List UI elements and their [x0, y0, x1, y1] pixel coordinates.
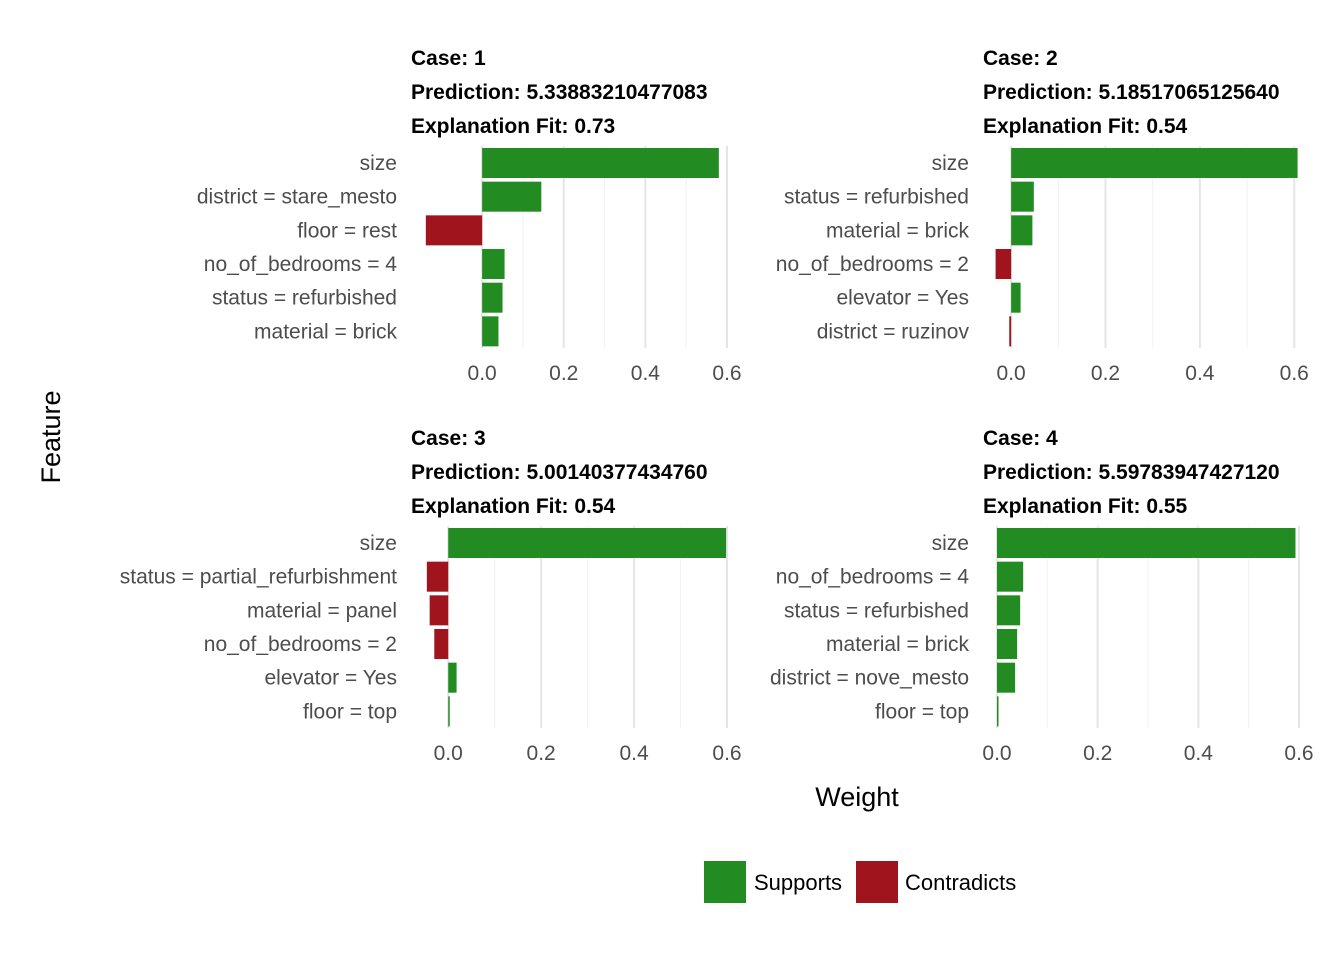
feature-label: material = panel — [247, 599, 397, 622]
feature-label: size — [360, 532, 397, 555]
x-tick-label: 0.2 — [1091, 362, 1120, 385]
strip-line: Explanation Fit: 0.55 — [983, 495, 1188, 518]
strip-line: Prediction: 5.33883210477083 — [411, 81, 708, 104]
bar — [426, 561, 449, 592]
feature-label: status = partial_refurbishment — [120, 566, 397, 589]
legend-swatch-contradicts — [856, 861, 898, 903]
bar — [997, 561, 1024, 592]
feature-label: material = brick — [254, 320, 397, 343]
facet-panel-case-1: Case: 1 Prediction: 5.33883210477083 Expla… — [197, 47, 742, 385]
feature-label: district = nove_mesto — [770, 667, 969, 690]
feature-label: status = refurbished — [784, 186, 969, 209]
facet-panel-case-3: Case: 3 Prediction: 5.00140377434760 Expla… — [120, 427, 742, 765]
x-tick-label: 0.4 — [619, 742, 649, 765]
bar — [997, 595, 1021, 626]
strip-line: Case: 4 — [983, 427, 1058, 450]
feature-label: size — [932, 152, 969, 175]
feature-label: material = brick — [826, 219, 969, 242]
facet-strip: Case: 3 Prediction: 5.00140377434760 Expla… — [411, 427, 708, 518]
x-tick-label: 0.4 — [1184, 742, 1214, 765]
facet-panels: Case: 1 Prediction: 5.33883210477083 Expla… — [120, 47, 1314, 765]
gridlines — [481, 146, 728, 348]
x-tick-label: 0.6 — [1280, 362, 1309, 385]
gridlines — [1010, 146, 1296, 348]
legend-label-contradicts: Contradicts — [905, 870, 1016, 895]
bar — [448, 528, 727, 558]
x-tick-label: 0.4 — [631, 362, 661, 385]
feature-label: elevator = Yes — [836, 287, 969, 310]
bar — [425, 215, 483, 246]
feature-label: size — [932, 532, 969, 555]
bar — [429, 595, 449, 626]
bar — [1009, 316, 1012, 347]
x-tick-label: 0.4 — [1185, 362, 1215, 385]
x-tick-label: 0.6 — [712, 362, 741, 385]
strip-line: Prediction: 5.59783947427120 — [983, 461, 1280, 484]
feature-label: size — [360, 152, 397, 175]
bar — [997, 662, 1016, 693]
legend: Supports Contradicts — [704, 861, 1016, 903]
strip-line: Explanation Fit: 0.54 — [983, 115, 1188, 138]
legend-swatch-supports — [704, 861, 746, 903]
feature-label: no_of_bedrooms = 2 — [204, 633, 397, 656]
bar — [448, 696, 450, 727]
strip-line: Case: 1 — [411, 47, 486, 70]
bar — [997, 528, 1296, 558]
bar — [997, 629, 1018, 660]
strip-line: Explanation Fit: 0.54 — [411, 495, 616, 518]
bar — [1011, 148, 1298, 178]
legend-label-supports: Supports — [754, 870, 842, 895]
facet-strip: Case: 4 Prediction: 5.59783947427120 Expla… — [983, 427, 1280, 518]
facet-panel-case-4: Case: 4 Prediction: 5.59783947427120 Expla… — [770, 427, 1314, 765]
bar — [1011, 282, 1021, 313]
x-tick-label: 0.0 — [434, 742, 463, 765]
x-tick-label: 0.2 — [1083, 742, 1112, 765]
feature-label: no_of_bedrooms = 2 — [776, 253, 969, 276]
bar — [482, 148, 719, 178]
bar — [448, 662, 457, 693]
strip-line: Case: 2 — [983, 47, 1058, 70]
facet-panel-case-2: Case: 2 Prediction: 5.18517065125640 Expla… — [776, 47, 1309, 385]
x-tick-label: 0.0 — [982, 742, 1011, 765]
strip-line: Prediction: 5.00140377434760 — [411, 461, 708, 484]
bar — [482, 282, 503, 313]
feature-label: district = ruzinov — [817, 320, 970, 343]
x-tick-label: 0.6 — [1284, 742, 1313, 765]
facet-strip: Case: 1 Prediction: 5.33883210477083 Expla… — [411, 47, 708, 138]
feature-label: floor = rest — [297, 219, 397, 242]
gridlines — [996, 526, 1300, 728]
bar — [434, 629, 449, 660]
feature-label: no_of_bedrooms = 4 — [204, 253, 398, 276]
bar — [482, 316, 499, 347]
bar — [997, 696, 999, 727]
x-tick-label: 0.0 — [997, 362, 1026, 385]
x-tick-label: 0.0 — [468, 362, 497, 385]
bar — [1011, 181, 1034, 212]
bar — [482, 181, 542, 212]
feature-label: district = stare_mesto — [197, 186, 397, 209]
strip-line: Prediction: 5.18517065125640 — [983, 81, 1280, 104]
bar — [1011, 215, 1033, 246]
strip-line: Explanation Fit: 0.73 — [411, 115, 615, 138]
x-axis-title: Weight — [815, 782, 899, 812]
feature-label: status = refurbished — [212, 287, 397, 310]
x-tick-label: 0.6 — [712, 742, 741, 765]
feature-label: elevator = Yes — [264, 667, 397, 690]
gridlines — [447, 526, 728, 728]
x-tick-label: 0.2 — [527, 742, 556, 765]
feature-label: material = brick — [826, 633, 969, 656]
x-tick-label: 0.2 — [549, 362, 578, 385]
facet-strip: Case: 2 Prediction: 5.18517065125640 Expla… — [983, 47, 1280, 138]
feature-label: status = refurbished — [784, 599, 969, 622]
bar — [995, 249, 1012, 280]
y-axis-title: Feature — [36, 390, 66, 483]
bar — [482, 249, 505, 280]
strip-line: Case: 3 — [411, 427, 486, 450]
feature-label: no_of_bedrooms = 4 — [776, 566, 970, 589]
feature-label: floor = top — [875, 700, 969, 723]
feature-label: floor = top — [303, 700, 397, 723]
